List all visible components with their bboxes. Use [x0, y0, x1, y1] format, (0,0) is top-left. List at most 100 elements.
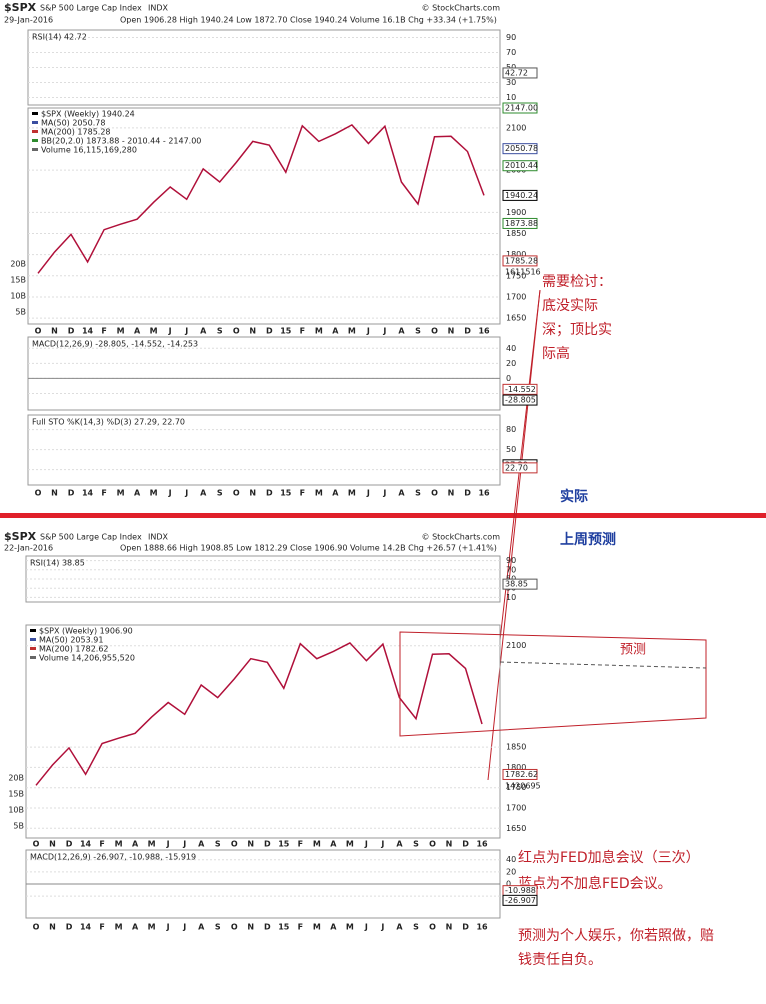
legend-entry: MA(200) 1785.28 — [41, 128, 111, 137]
x-tick-label: J — [168, 327, 172, 336]
x-tick-label: F — [300, 489, 305, 498]
x-tick-label: 16 — [476, 840, 488, 849]
x-tick-label: N — [49, 840, 56, 849]
x-tick-label: S — [413, 840, 419, 849]
x-tick-label: 15 — [278, 840, 290, 849]
level-label: 1782.62 — [505, 770, 538, 779]
x-tick-label: M — [115, 923, 123, 932]
x-tick-label: J — [184, 327, 188, 336]
x-tick-label: F — [101, 489, 106, 498]
x-tick-label: A — [198, 840, 205, 849]
x-tick-label: M — [117, 327, 125, 336]
exchange: INDX — [148, 4, 169, 13]
x-tick-label: A — [330, 840, 337, 849]
legend-entry: MA(200) 1782.62 — [39, 645, 109, 654]
level-label: 1785.28 — [505, 256, 538, 265]
x-tick-label: D — [462, 840, 469, 849]
legend-swatch — [30, 638, 36, 641]
y-tick-label: 70 — [506, 48, 516, 57]
x-tick-label: J — [184, 489, 188, 498]
x-tick-label: O — [33, 923, 40, 932]
x-tick-label: N — [448, 489, 455, 498]
x-tick-label: N — [247, 840, 254, 849]
panel — [27, 107, 501, 325]
level-box — [502, 217, 538, 229]
legend-swatch — [32, 139, 38, 142]
y-tick-label: 1850 — [506, 743, 526, 752]
y-tick-label: 10 — [506, 593, 516, 602]
x-tick-label: D — [66, 840, 73, 849]
exchange: INDX — [148, 533, 169, 542]
level-box — [502, 102, 538, 114]
level-box — [502, 462, 538, 474]
x-tick-label: 15 — [280, 327, 292, 336]
x-tick-label: D — [464, 489, 471, 498]
x-tick-label: F — [298, 840, 303, 849]
panel-label: RSI(14) 38.85 — [30, 559, 85, 568]
legend-swatch — [30, 656, 36, 659]
level-label: 1873.88 — [505, 219, 538, 228]
x-tick-label: A — [396, 840, 403, 849]
x-tick-label: A — [330, 923, 337, 932]
x-tick-label: 16 — [478, 327, 490, 336]
divider — [0, 513, 766, 518]
credit: © StockCharts.com — [422, 533, 501, 542]
review-note: 际高 — [542, 345, 570, 362]
volume-tick: 15B — [10, 276, 26, 285]
level-label: 2050.78 — [505, 144, 538, 153]
x-tick-label: D — [68, 327, 75, 336]
legend-entry: MA(50) 2053.91 — [39, 636, 103, 645]
level-box — [502, 255, 538, 267]
volume-last: 1420695 — [505, 782, 541, 791]
x-tick-label: N — [49, 923, 56, 932]
index-name: S&P 500 Large Cap Index — [40, 4, 142, 13]
level-label: 38.85 — [505, 580, 528, 589]
x-tick-label: M — [115, 840, 123, 849]
x-tick-label: 14 — [82, 489, 94, 498]
x-tick-label: A — [332, 327, 339, 336]
level-label: -10.988 — [505, 886, 536, 895]
review-note: 底没实际 — [542, 298, 598, 314]
x-tick-label: N — [249, 327, 256, 336]
x-tick-label: 14 — [80, 840, 92, 849]
x-tick-label: F — [99, 840, 104, 849]
x-tick-label: A — [398, 327, 405, 336]
pointer-line — [487, 289, 541, 781]
x-tick-label: J — [182, 923, 186, 932]
panel-label: RSI(14) 42.72 — [32, 33, 87, 42]
x-tick-label: O — [431, 327, 438, 336]
volume-tick: 15B — [8, 790, 24, 799]
note: 钱责任自负。 — [518, 952, 602, 968]
forecast-channel — [399, 631, 707, 737]
y-tick-label: 90 — [506, 33, 516, 42]
x-tick-label: D — [266, 489, 273, 498]
x-tick-label: N — [51, 327, 58, 336]
symbol: $SPX — [4, 1, 37, 14]
x-tick-label: A — [198, 923, 205, 932]
x-tick-label: M — [148, 840, 156, 849]
x-tick-label: O — [431, 489, 438, 498]
level-label: -28.805 — [505, 396, 536, 405]
x-tick-label: F — [99, 923, 104, 932]
x-tick-label: O — [429, 923, 436, 932]
x-tick-label: M — [313, 923, 321, 932]
y-tick-label: 0 — [506, 880, 511, 889]
x-tick-label: A — [396, 923, 403, 932]
y-tick-label: 1850 — [506, 229, 526, 238]
legend-entry: $SPX (Weekly) 1940.24 — [41, 110, 135, 119]
level-label: 42.72 — [505, 68, 528, 77]
y-tick-label: 2100 — [506, 641, 526, 650]
x-tick-label: S — [415, 327, 421, 336]
y-tick-label: 2100 — [506, 123, 526, 132]
y-tick-label: 0 — [506, 374, 511, 383]
volume-last: 1611516 — [505, 268, 541, 277]
level-label: 2010.44 — [505, 161, 538, 170]
legend-swatch — [32, 130, 38, 133]
x-tick-label: J — [366, 327, 370, 336]
x-tick-label: O — [231, 840, 238, 849]
x-tick-label: D — [264, 840, 271, 849]
y-tick-label: 1650 — [506, 824, 526, 833]
level-box — [502, 578, 538, 590]
actual-label: 实际 — [560, 488, 588, 505]
y-tick-label: 80 — [506, 425, 516, 434]
